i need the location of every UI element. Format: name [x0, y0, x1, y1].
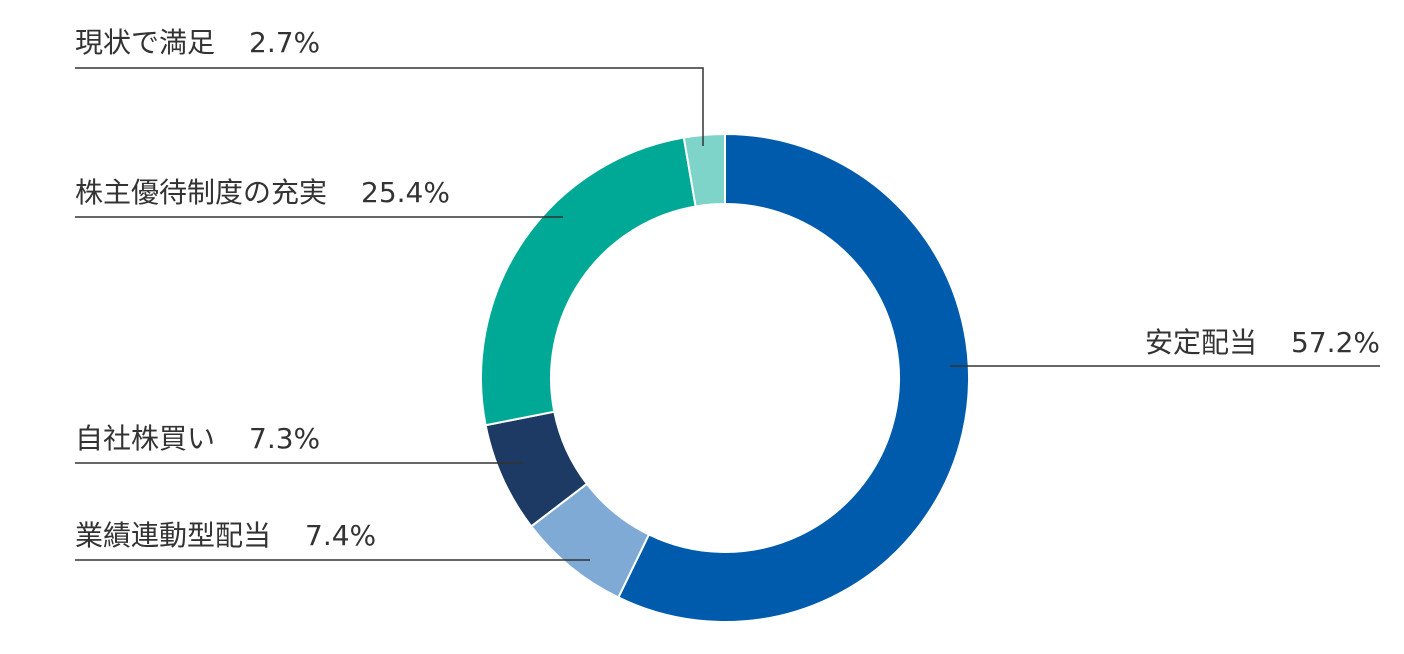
- slice-label: 自社株買い 7.3%: [75, 422, 320, 455]
- leader-line: [75, 67, 704, 146]
- slice-label: 現状で満足 2.7%: [75, 26, 320, 59]
- category-label: 株主優待制度の充実: [75, 176, 327, 209]
- category-label: 自社株買い: [75, 422, 215, 455]
- slice-label: 業績連動型配当 7.4%: [75, 519, 376, 552]
- category-label: 安定配当: [1145, 326, 1257, 359]
- value-label: 2.7%: [249, 26, 320, 59]
- category-label: 業績連動型配当: [75, 519, 271, 552]
- value-label: 7.4%: [305, 519, 376, 552]
- category-label: 現状で満足: [75, 26, 215, 59]
- value-label: 25.4%: [361, 176, 450, 209]
- slice-label: 安定配当 57.2%: [1145, 326, 1380, 359]
- slice-label: 株主優待制度の充実 25.4%: [75, 176, 450, 209]
- donut-slice: [617, 132, 970, 623]
- donut-slice: [682, 132, 726, 208]
- value-label: 57.2%: [1291, 326, 1380, 359]
- value-label: 7.3%: [249, 422, 320, 455]
- donut-slice: [480, 136, 697, 427]
